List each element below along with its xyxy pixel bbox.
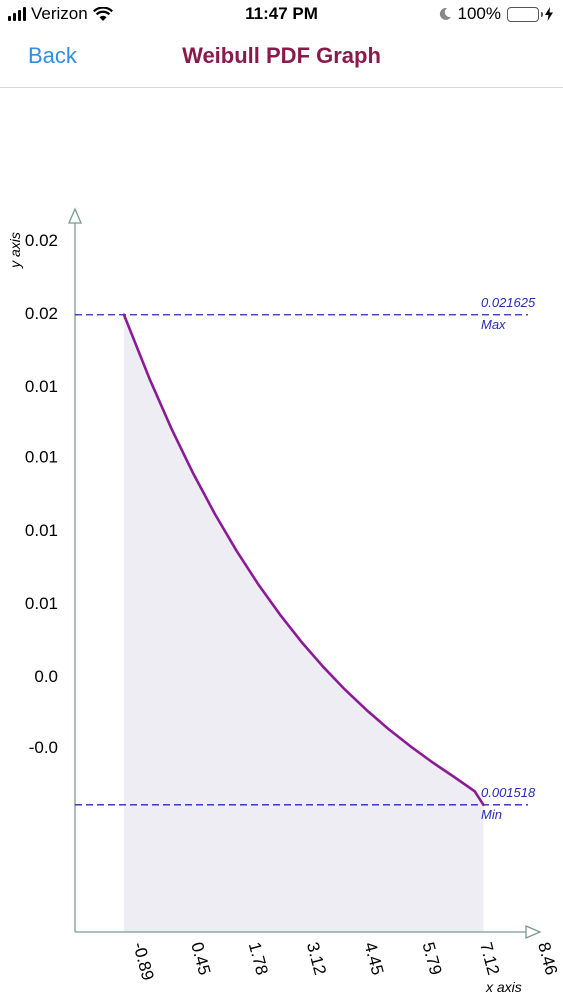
reference-value-min: 0.001518 (481, 785, 536, 800)
moon-icon (439, 7, 451, 20)
y-tick-label: 0.01 (25, 448, 58, 467)
y-tick-label: 0.02 (25, 231, 58, 250)
y-tick-label: 0.0 (34, 667, 58, 686)
reference-tag-min: Min (481, 807, 502, 822)
weibull-pdf-chart: 0.021625 Max 0.001518 Min 0.02 0.02 0.01 0.01 0.… (7, 207, 561, 995)
reference-value-max: 0.021625 (481, 295, 536, 310)
carrier-name: Verizon (31, 4, 88, 23)
y-tick-label: 0.01 (25, 521, 58, 540)
status-left: Verizon (8, 4, 113, 24)
battery-icon (507, 6, 543, 22)
wifi-icon (92, 6, 113, 21)
x-tick-label: 8.46 (534, 940, 561, 977)
x-tick-label: 7.12 (476, 940, 503, 977)
area-fill (123, 314, 484, 932)
x-tick-label: 4.45 (360, 940, 387, 977)
x-tick-label: 3.12 (303, 940, 330, 977)
status-bar: Verizon 11:47 PM 100% (0, 0, 563, 30)
back-button[interactable]: Back (28, 43, 77, 68)
page-title: Weibull PDF Graph (182, 43, 381, 68)
x-tick-label: 1.78 (245, 940, 272, 977)
y-axis-arrow (68, 207, 82, 224)
pdf-curve (122, 313, 485, 807)
x-axis-title: x axis (485, 979, 522, 995)
status-right: 100% (439, 4, 553, 24)
y-axis-title: y axis (7, 232, 23, 269)
x-axis-arrow (525, 925, 542, 939)
y-tick-label: 0.01 (25, 377, 58, 396)
y-tick-label: -0.0 (29, 738, 58, 757)
bolt-icon (545, 7, 553, 21)
reference-tag-max: Max (481, 317, 506, 332)
y-tick-label: 0.01 (25, 594, 58, 613)
x-tick-label: 5.79 (418, 940, 445, 977)
y-tick-label: 0.02 (25, 304, 58, 323)
navigation-bar: Back Weibull PDF Graph (0, 30, 563, 88)
x-tick-label: -0.89 (129, 940, 157, 982)
x-tick-label: 0.45 (187, 940, 214, 977)
battery-percent: 100% (457, 4, 501, 23)
signal-bars-icon (8, 7, 26, 21)
